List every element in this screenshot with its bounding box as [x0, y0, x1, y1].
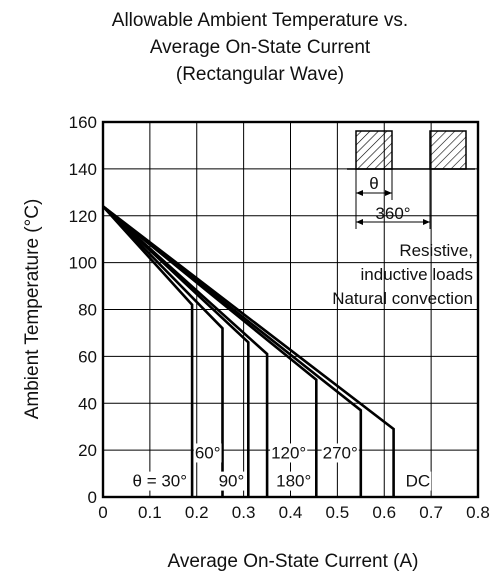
load-notes: Resistive, inductive loads Natural conve… [332, 241, 473, 308]
series-label-background [404, 471, 432, 491]
x-tick-label: 0.2 [185, 503, 209, 522]
y-tick-label: 40 [78, 394, 97, 413]
x-tick-label: 0.5 [326, 503, 350, 522]
note-inductive-loads: inductive loads [361, 265, 473, 284]
pulse-1-hatch [355, 130, 393, 170]
y-tick-labels: 0 20 40 60 80 100 120 140 160 [69, 113, 97, 507]
y-tick-label: 80 [78, 301, 97, 320]
y-tick-label: 100 [69, 254, 97, 273]
waveform-inset: θ 360° [347, 130, 475, 229]
series-label-background [193, 443, 222, 463]
chart-title: Allowable Ambient Temperature vs. Averag… [112, 10, 408, 85]
y-tick-label: 60 [78, 347, 97, 366]
x-axis-label: Average On-State Current (A) [168, 551, 419, 572]
note-resistive: Resistive, [399, 241, 473, 260]
title-line-3: (Rectangular Wave) [176, 64, 344, 85]
series-label-background [275, 471, 313, 491]
y-tick-label: 20 [78, 441, 97, 460]
series-label-background [270, 443, 308, 463]
series-line [102, 205, 269, 497]
x-tick-label: 0.3 [232, 503, 256, 522]
x-tick-label: 0.8 [466, 503, 490, 522]
y-tick-label: 0 [88, 488, 97, 507]
series-line [102, 205, 395, 497]
y-axis-label: Ambient Temperature (°C) [22, 199, 43, 420]
series-label: DC [406, 472, 431, 491]
series-label: 270° [323, 443, 358, 462]
plot-frame [101, 120, 480, 499]
series-group [102, 205, 395, 497]
series-line [102, 205, 224, 497]
x-tick-label: 0 [98, 503, 107, 522]
title-line-2: Average On-State Current [150, 37, 371, 58]
grid [102, 121, 479, 498]
period-label: 360° [375, 204, 410, 223]
series-label: 180° [276, 472, 311, 491]
series-label: 120° [271, 443, 306, 462]
series-label: 60° [195, 443, 221, 462]
theta-label: θ [369, 174, 378, 193]
series-labels: θ = 30° 60° 90° 120° 180° 270° DC [131, 443, 432, 491]
pulse-2-hatch [429, 130, 467, 170]
series-label-background [217, 471, 246, 491]
series-line [102, 205, 250, 497]
series-label: 90° [219, 472, 245, 491]
note-natural-convection: Natural convection [332, 289, 473, 308]
x-tick-label: 0.1 [138, 503, 162, 522]
series-label: θ = 30° [133, 472, 188, 491]
series-label-background [321, 443, 359, 463]
x-tick-labels: 0 0.1 0.2 0.3 0.4 0.5 0.6 0.7 0.8 [98, 503, 490, 522]
x-tick-label: 0.4 [279, 503, 303, 522]
x-tick-label: 0.7 [419, 503, 443, 522]
x-tick-label: 0.6 [372, 503, 396, 522]
series-line [102, 205, 363, 497]
y-tick-label: 160 [69, 113, 97, 132]
y-tick-label: 140 [69, 160, 97, 179]
series-line [102, 205, 194, 497]
series-label-background [131, 471, 189, 491]
y-tick-label: 120 [69, 207, 97, 226]
title-line-1: Allowable Ambient Temperature vs. [112, 10, 408, 31]
